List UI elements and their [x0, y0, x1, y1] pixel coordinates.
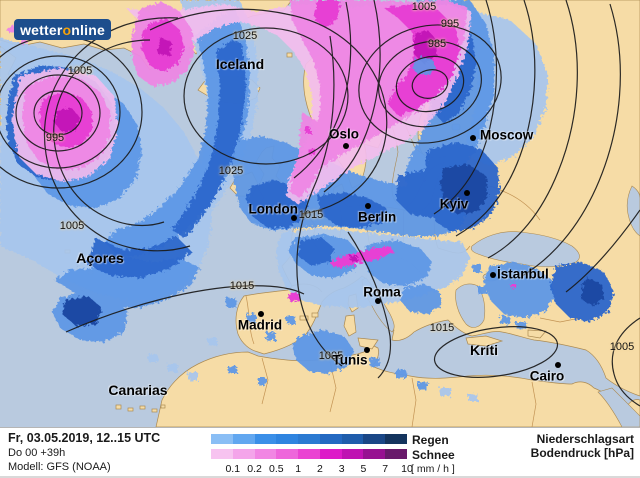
scale-segment: [254, 434, 277, 444]
scale-segment: [276, 449, 299, 459]
scale-tick: 0.1: [225, 463, 241, 475]
isobar-value-label: 1015: [298, 209, 324, 221]
wetteronline-logo: wetter o nline: [14, 19, 111, 40]
isobar-value-label: 1005: [59, 220, 85, 232]
scale-tick: 2: [316, 463, 323, 475]
legend-title-precip-type: Niederschlagsart: [536, 432, 634, 446]
scale-tick: 0.5: [269, 463, 284, 475]
city-dot: [343, 143, 349, 149]
scale-segment: [319, 434, 342, 444]
scale-segment: [363, 434, 386, 444]
valid-datetime: Fr, 03.05.2019, 12..15 UTC: [8, 431, 161, 445]
region-label: Canarias: [108, 382, 168, 398]
rain-color-scale: [211, 434, 408, 444]
city-label: Kyiv: [439, 196, 469, 212]
city-label: Berlin: [358, 209, 397, 225]
scale-segment: [298, 434, 320, 444]
scale-segment: [276, 434, 299, 444]
scale-tick: 10: [401, 463, 413, 475]
isobar-value-label: 985: [427, 38, 447, 50]
city-label: İstanbul: [497, 266, 549, 282]
region-label: Açores: [76, 250, 124, 266]
model-name: Modell: GFS (NOAA): [8, 461, 111, 473]
city-label: Oslo: [328, 126, 360, 142]
scale-tick-labels: 0.1 0.2 0.5 1 2 3 5 7 10: [211, 463, 412, 475]
scale-segment: [319, 449, 342, 459]
footer-bar: Fr, 03.05.2019, 12..15 UTC Do 00 +39h Mo…: [0, 427, 640, 478]
city-dot: [490, 272, 496, 278]
scale-segment: [363, 449, 386, 459]
isobar-value-label: 1015: [229, 280, 255, 292]
city-label: Madrid: [237, 317, 283, 333]
isobar-value-label: 1005: [411, 1, 437, 13]
model-run-offset: Do 00 +39h: [8, 447, 66, 459]
logo-text-suffix: nline: [71, 21, 105, 38]
isobar-value-label: 1025: [232, 30, 258, 42]
scale-segment: [341, 449, 364, 459]
city-dot: [258, 311, 264, 317]
scale-segment: [298, 449, 320, 459]
scale-tick: 3: [338, 463, 345, 475]
logo-text-prefix: wetter: [20, 21, 63, 38]
scale-segment: [341, 434, 364, 444]
scale-segment: [385, 434, 408, 444]
scale-tick: 5: [360, 463, 367, 475]
snow-legend-label: Schnee: [412, 448, 455, 462]
scale-segment: [232, 434, 255, 444]
city-dot: [291, 215, 297, 221]
isobar-value-label: 1005: [318, 350, 344, 362]
legend-unit: [ mm / h ]: [411, 463, 455, 475]
city-dot: [375, 298, 381, 304]
isobar-value-label: 995: [45, 132, 65, 144]
scale-tick: 0.2: [247, 463, 262, 475]
legend-title-pressure: Bodendruck [hPa]: [530, 446, 634, 460]
region-label: Iceland: [215, 56, 265, 72]
scale-segment: [385, 449, 408, 459]
map-canvas: 1005 995 1005 1025 1025 1015 1015 1005 995 985 101…: [0, 0, 640, 427]
scale-segment: [211, 449, 233, 459]
city-dot: [365, 203, 371, 209]
city-dot: [555, 362, 561, 368]
city-label: Roma: [363, 284, 401, 300]
city-dot: [470, 135, 476, 141]
city-dot: [464, 190, 470, 196]
isobar-value-label: 1015: [429, 322, 455, 334]
city-label: Tunis: [332, 352, 368, 368]
region-label: Kríti: [470, 342, 498, 358]
city-label: London: [248, 201, 298, 217]
rain-legend-label: Regen: [412, 433, 449, 447]
scale-segment: [211, 434, 233, 444]
scale-tick: 1: [295, 463, 302, 475]
isobar-value-label: 1025: [218, 165, 244, 177]
city-dot: [364, 347, 370, 353]
logo-accent-o: o: [62, 21, 72, 38]
snow-color-scale: [211, 449, 408, 459]
isobar-value-label: 1005: [67, 65, 93, 77]
scale-segment: [254, 449, 277, 459]
isobar-value-label: 995: [440, 18, 460, 30]
isobar-value-label: 1005: [609, 341, 635, 353]
city-label: Cairo: [529, 368, 565, 384]
scale-tick: 7: [382, 463, 389, 475]
scale-segment: [232, 449, 255, 459]
city-label: Moscow: [480, 127, 534, 143]
